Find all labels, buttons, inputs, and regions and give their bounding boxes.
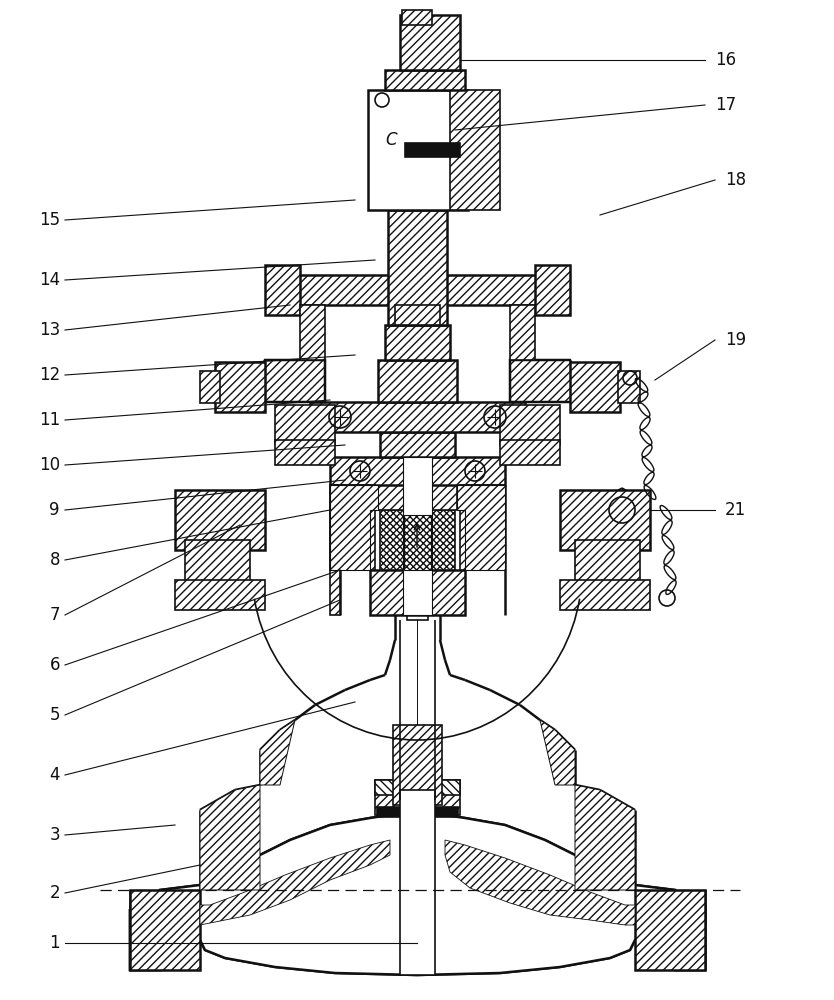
Text: 4: 4	[49, 766, 60, 784]
Bar	[405, 143, 460, 157]
Bar	[635, 890, 705, 970]
Text: 2: 2	[49, 884, 60, 902]
Polygon shape	[300, 305, 325, 360]
Text: 19: 19	[725, 331, 746, 349]
Polygon shape	[200, 840, 390, 925]
Bar	[407, 380, 428, 620]
Text: 7: 7	[49, 606, 60, 624]
Text: 18: 18	[725, 171, 746, 189]
Bar	[404, 515, 431, 570]
Bar	[380, 432, 455, 457]
Polygon shape	[540, 720, 575, 785]
Bar	[378, 360, 457, 402]
Text: 8: 8	[49, 551, 60, 569]
Bar	[370, 570, 465, 615]
Bar	[215, 362, 265, 412]
Bar	[275, 440, 335, 465]
Bar	[175, 490, 265, 550]
Bar	[395, 305, 440, 325]
Bar	[380, 510, 455, 570]
Text: 6: 6	[49, 656, 60, 674]
Text: 10: 10	[39, 456, 60, 474]
Polygon shape	[230, 360, 325, 402]
Text: 16: 16	[715, 51, 736, 69]
Text: 21: 21	[725, 501, 746, 519]
Text: 14: 14	[39, 271, 60, 289]
Text: 1: 1	[49, 934, 60, 952]
Bar	[400, 790, 435, 975]
Polygon shape	[330, 485, 378, 570]
Bar	[570, 362, 620, 412]
Bar	[385, 70, 465, 90]
Polygon shape	[510, 305, 535, 360]
Bar	[378, 485, 457, 510]
Bar	[385, 325, 450, 360]
Bar	[560, 490, 650, 550]
Bar	[377, 807, 458, 817]
Text: 12: 12	[38, 366, 60, 384]
Bar	[375, 780, 460, 795]
Bar	[403, 457, 432, 615]
Bar	[393, 725, 442, 805]
Polygon shape	[510, 360, 605, 402]
Bar	[500, 405, 560, 445]
Bar	[295, 275, 540, 305]
Text: 11: 11	[38, 411, 60, 429]
Polygon shape	[130, 800, 705, 975]
Polygon shape	[445, 840, 635, 925]
Bar	[200, 371, 220, 403]
Bar	[175, 580, 265, 610]
Bar	[460, 485, 505, 570]
Text: 9: 9	[49, 501, 60, 519]
Bar	[375, 780, 460, 815]
Polygon shape	[575, 785, 635, 890]
Bar	[535, 265, 570, 315]
Text: 3: 3	[49, 826, 60, 844]
Polygon shape	[330, 485, 340, 615]
Polygon shape	[457, 485, 505, 570]
Bar	[560, 580, 650, 610]
Bar	[310, 402, 525, 432]
Bar	[368, 90, 468, 210]
Bar	[402, 10, 432, 25]
Polygon shape	[260, 720, 295, 785]
Text: 15: 15	[39, 211, 60, 229]
Bar	[330, 485, 375, 570]
Bar	[388, 210, 447, 325]
Bar	[575, 495, 635, 540]
Bar	[618, 371, 640, 403]
Bar	[185, 540, 250, 585]
Polygon shape	[130, 800, 705, 975]
Bar	[500, 440, 560, 465]
Bar	[130, 890, 200, 970]
Bar	[265, 265, 300, 315]
Text: 5: 5	[49, 706, 60, 724]
Text: 17: 17	[715, 96, 736, 114]
Polygon shape	[200, 785, 260, 890]
Text: C: C	[385, 131, 397, 149]
Bar	[400, 15, 460, 70]
Bar	[575, 540, 640, 585]
Bar	[275, 405, 335, 445]
Bar	[450, 90, 500, 210]
Bar	[330, 457, 505, 485]
Text: 13: 13	[38, 321, 60, 339]
